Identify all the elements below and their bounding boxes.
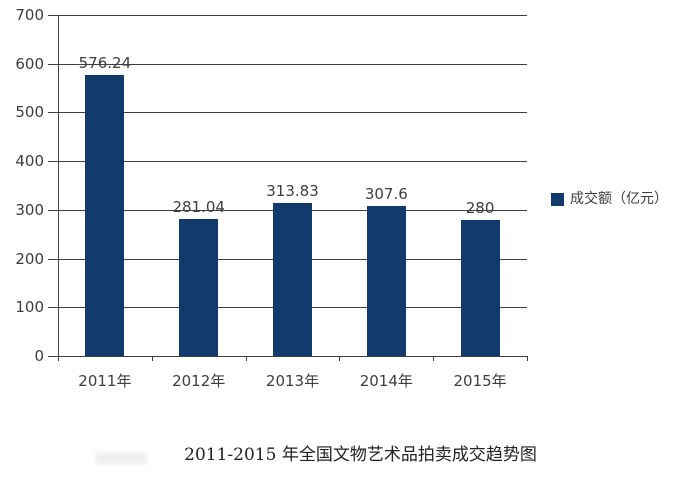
legend-label: 成交额（亿元） — [570, 191, 668, 207]
x-axis-line — [58, 356, 528, 357]
y-axis-label: 400 — [15, 152, 44, 171]
watermark — [95, 452, 147, 465]
y-axis-tick — [48, 356, 58, 357]
x-axis-label: 2015年 — [453, 372, 507, 390]
gridline — [58, 161, 527, 163]
gridline — [58, 15, 527, 16]
y-axis-tick — [48, 258, 58, 260]
x-axis-tick — [151, 356, 153, 361]
y-axis-tick — [48, 209, 58, 211]
x-axis-label: 2011年 — [78, 372, 132, 390]
bar-2013年 — [273, 203, 312, 356]
x-axis-tick — [527, 356, 528, 361]
bar-value-label: 313.83 — [266, 182, 319, 201]
bar-value-label: 281.04 — [172, 198, 225, 217]
x-axis-tick — [433, 356, 435, 361]
x-axis-tick — [245, 356, 247, 361]
gridline — [58, 63, 527, 65]
y-axis-tick — [48, 15, 58, 16]
chart-title: 2011-2015 年全国文物艺术品拍卖成交趋势图 — [184, 445, 537, 465]
x-axis-label: 2013年 — [265, 372, 320, 390]
legend-swatch-icon — [551, 192, 564, 206]
bar-value-label: 307.6 — [364, 185, 408, 204]
legend: 成交额（亿元） — [551, 190, 668, 208]
y-axis-label: 700 — [15, 6, 44, 24]
y-axis-tick — [48, 112, 58, 114]
x-axis-label: 2014年 — [359, 372, 413, 390]
bar-value-label: 576.24 — [78, 54, 132, 73]
y-axis-line — [58, 15, 59, 361]
x-axis-label: 2012年 — [172, 372, 226, 390]
y-axis-label: 100 — [15, 298, 44, 317]
bar-value-label: 280 — [465, 198, 495, 217]
bar-2015年 — [460, 219, 500, 356]
x-axis-tick — [58, 356, 59, 361]
gridline — [58, 112, 527, 114]
y-axis-label: 300 — [15, 200, 44, 219]
bar-2011年 — [85, 75, 125, 356]
x-axis-tick — [339, 356, 341, 361]
y-axis-label: 200 — [15, 249, 44, 268]
bar-2012年 — [179, 219, 219, 356]
y-axis-tick — [48, 63, 58, 65]
y-axis-label: 0 — [34, 347, 44, 365]
y-axis-label: 600 — [15, 54, 44, 73]
y-axis-label: 500 — [15, 103, 44, 122]
bar-2014年 — [366, 206, 406, 356]
y-axis-tick — [48, 307, 58, 309]
y-axis-tick — [48, 161, 58, 163]
